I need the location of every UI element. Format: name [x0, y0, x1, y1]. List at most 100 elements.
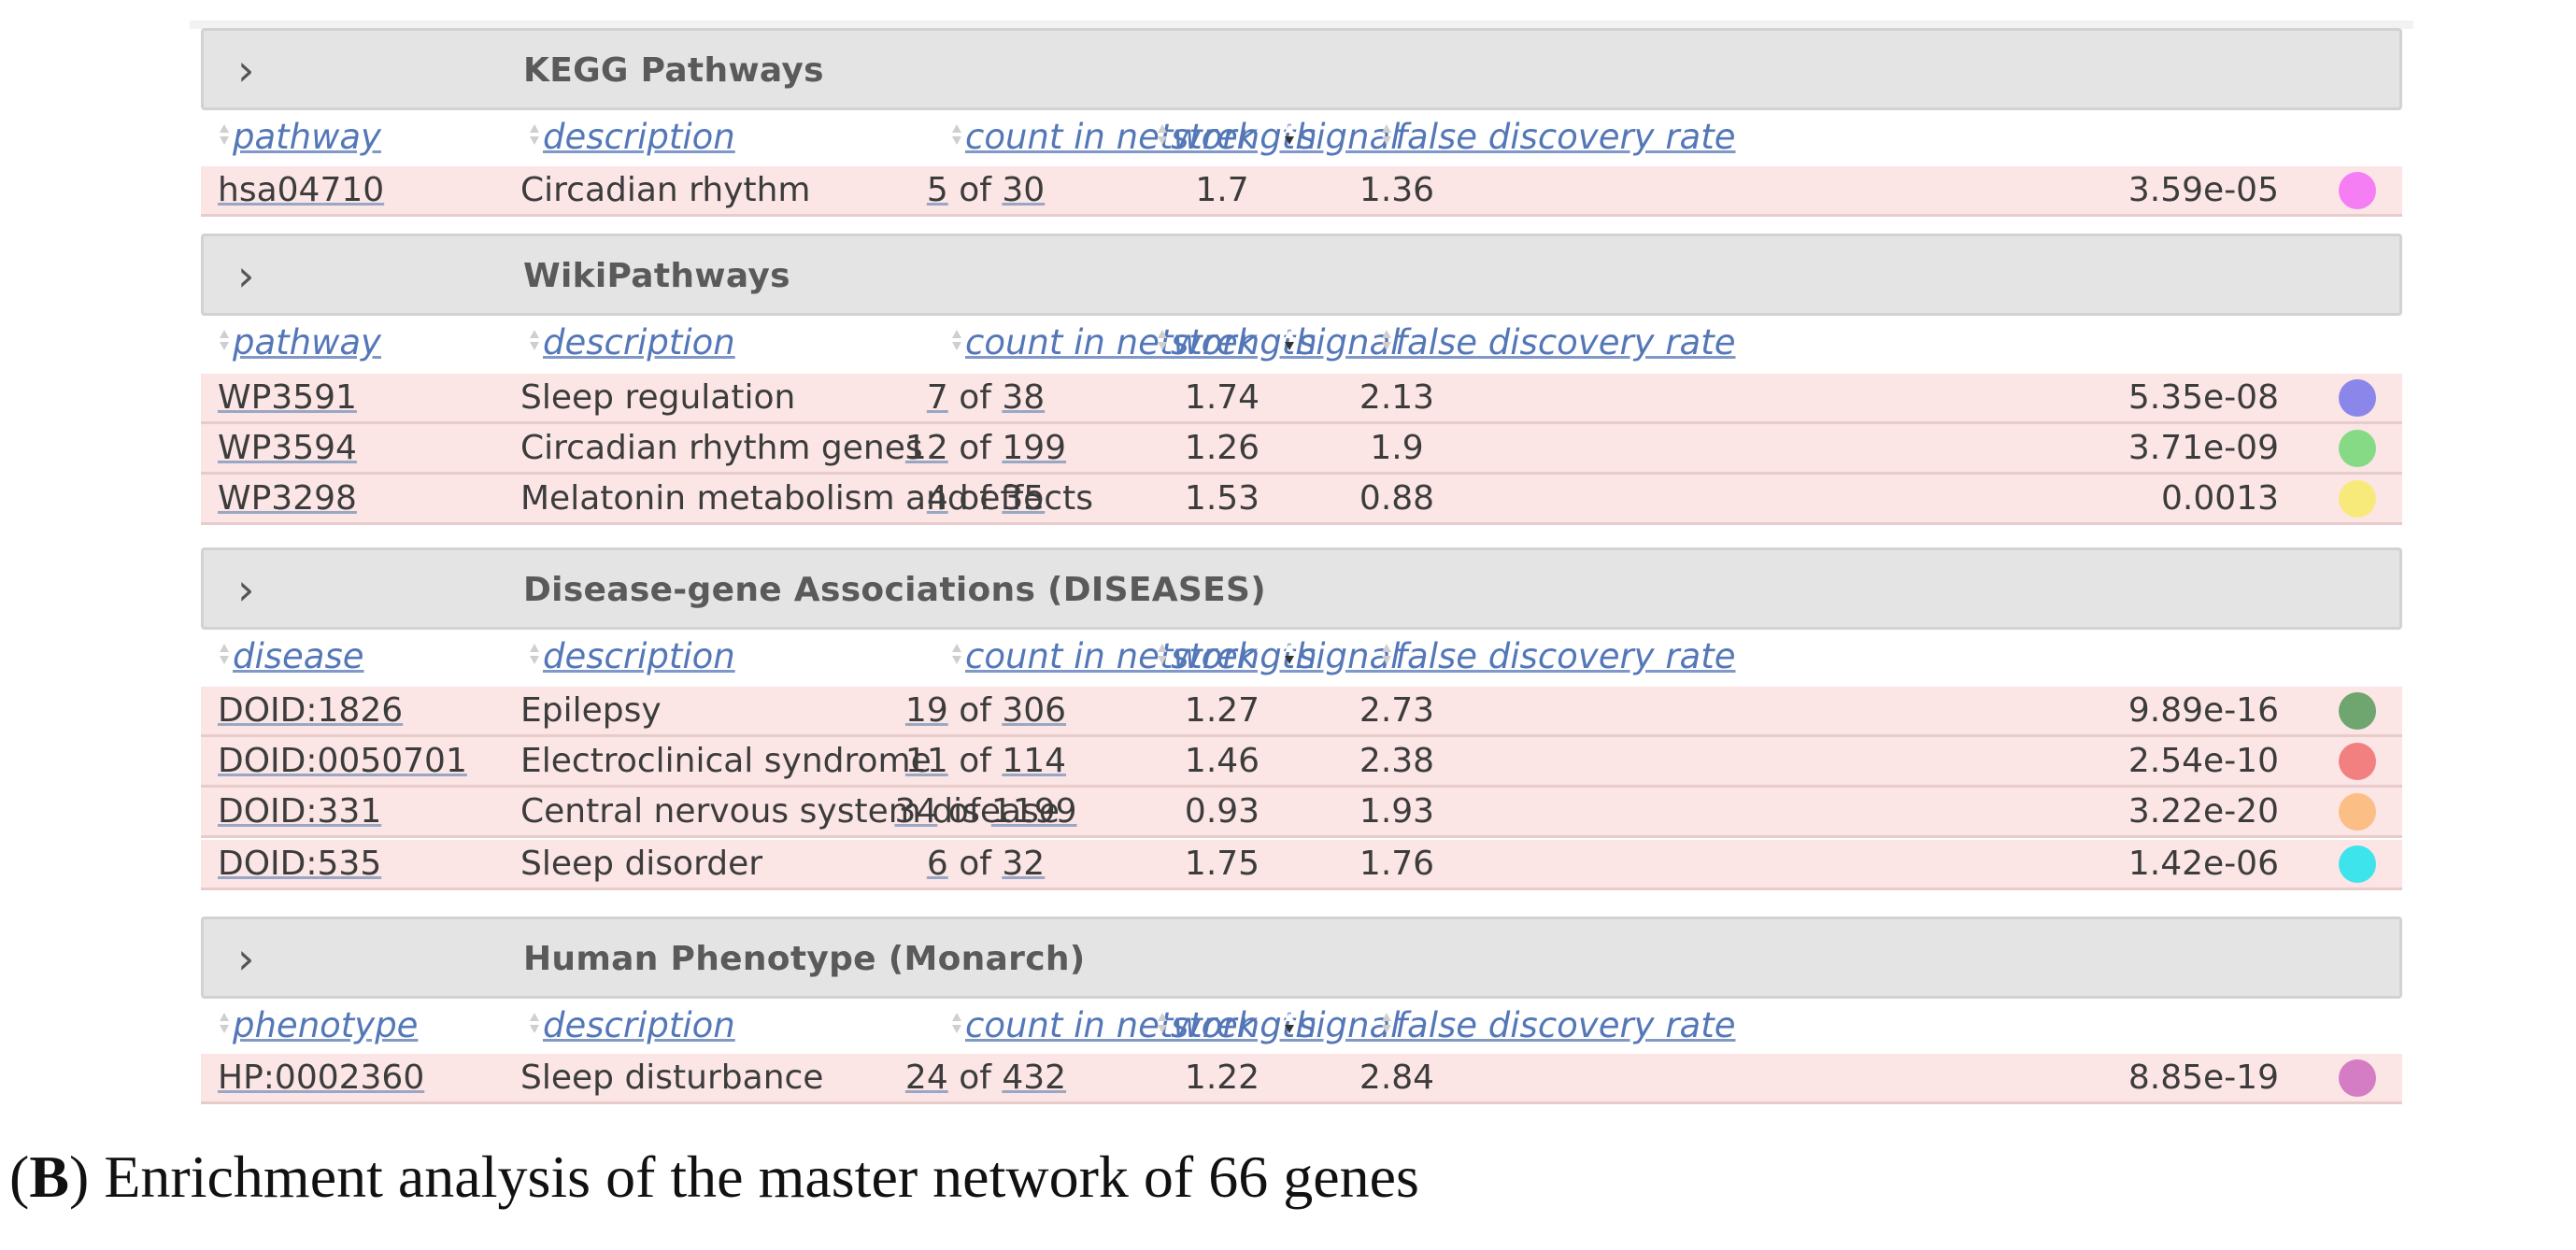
sort-up-icon — [1158, 644, 1167, 652]
term-id-link[interactable]: HP:0002360 — [218, 1058, 425, 1097]
sort-signal-icon[interactable] — [1285, 328, 1294, 354]
table-row[interactable]: DOID:331 Central nervous system disease 34… — [201, 788, 2402, 838]
column-header-fdr[interactable]: false discovery rate — [1395, 322, 1736, 362]
sort-id-icon[interactable] — [220, 122, 229, 149]
term-id-link[interactable]: DOID:535 — [218, 845, 382, 883]
sort-fdr-icon[interactable] — [1382, 642, 1391, 668]
sort-count-icon[interactable] — [952, 642, 961, 668]
column-header-strength[interactable]: strength — [1171, 322, 1317, 362]
term-id-link[interactable]: DOID:0050701 — [218, 742, 467, 780]
term-id-link[interactable]: WP3298 — [218, 479, 357, 518]
total-link[interactable]: 1199 — [990, 792, 1077, 831]
sort-fdr-icon[interactable] — [1382, 328, 1391, 354]
column-header-description[interactable]: description — [543, 117, 735, 157]
chevron-right-icon[interactable]: › — [237, 564, 255, 615]
sort-signal-icon[interactable] — [1285, 122, 1294, 149]
table-row[interactable]: HP:0002360 Sleep disturbance 24 of 432 1.22… — [201, 1054, 2402, 1104]
column-header-id[interactable]: pathway — [233, 322, 381, 362]
count-link[interactable]: 11 — [904, 742, 948, 780]
sort-fdr-icon[interactable] — [1382, 122, 1391, 149]
table-row[interactable]: DOID:535 Sleep disorder 6 of 32 1.75 1.76 1.4… — [201, 840, 2402, 890]
sort-strength-icon[interactable] — [1158, 1011, 1167, 1037]
sort-count-icon[interactable] — [952, 328, 961, 354]
table-row[interactable]: DOID:1826 Epilepsy 19 of 306 1.27 2.73 9.89e-… — [201, 687, 2402, 737]
count-in-network: 7 of 38 — [201, 379, 1771, 417]
sort-signal-icon[interactable] — [1285, 1011, 1294, 1037]
table-row[interactable]: WP3591 Sleep regulation 7 of 38 1.74 2.13 5.3… — [201, 374, 2402, 424]
total-link[interactable]: 38 — [1002, 378, 1046, 417]
table-row[interactable]: WP3298 Melatonin metabolism and effects 4 … — [201, 475, 2402, 525]
column-header-fdr[interactable]: false discovery rate — [1395, 117, 1736, 157]
chevron-right-icon[interactable]: › — [237, 45, 255, 95]
column-header-id[interactable]: phenotype — [233, 1005, 419, 1045]
section-title: WikiPathways — [523, 257, 790, 295]
term-id-link[interactable]: WP3591 — [218, 378, 357, 417]
term-id-link[interactable]: DOID:331 — [218, 792, 382, 831]
column-header-count[interactable]: count in network — [965, 322, 1257, 362]
term-id-link[interactable]: DOID:1826 — [218, 691, 404, 730]
count-link[interactable]: 19 — [904, 691, 948, 730]
column-header-strength[interactable]: strength — [1171, 636, 1317, 676]
column-header-strength[interactable]: strength — [1171, 117, 1317, 157]
section-header[interactable]: › Human Phenotype (Monarch) — [201, 916, 2402, 999]
sort-fdr-icon[interactable] — [1382, 1011, 1391, 1037]
count-link[interactable]: 6 — [926, 845, 948, 883]
column-header-strength[interactable]: strength — [1171, 1005, 1317, 1045]
term-id-link[interactable]: WP3594 — [218, 429, 357, 467]
sort-strength-icon[interactable] — [1158, 642, 1167, 668]
column-header-id[interactable]: pathway — [233, 117, 381, 157]
total-link[interactable]: 199 — [1002, 429, 1067, 467]
sort-description-icon[interactable] — [530, 328, 539, 354]
column-header-count[interactable]: count in network — [965, 117, 1257, 157]
section-header[interactable]: › WikiPathways — [201, 234, 2402, 316]
term-description: Epilepsy — [520, 691, 662, 730]
column-header-count[interactable]: count in network — [965, 636, 1257, 676]
column-header-id[interactable]: disease — [233, 636, 364, 676]
total-link[interactable]: 35 — [1002, 479, 1046, 518]
fdr-value: 2.54e-10 — [2128, 742, 2279, 780]
sort-id-icon[interactable] — [220, 642, 229, 668]
strength-value: 1.22 — [1184, 1058, 1260, 1097]
column-header-description[interactable]: description — [543, 636, 735, 676]
count-link[interactable]: 5 — [926, 171, 948, 209]
sort-id-icon[interactable] — [220, 328, 229, 354]
section-header[interactable]: › KEGG Pathways — [201, 28, 2402, 110]
count-link[interactable]: 24 — [904, 1058, 948, 1097]
total-link[interactable]: 432 — [1002, 1058, 1067, 1097]
count-link[interactable]: 12 — [904, 429, 948, 467]
fdr-value: 3.59e-05 — [2128, 171, 2279, 209]
total-link[interactable]: 114 — [1002, 742, 1067, 780]
sort-description-icon[interactable] — [530, 642, 539, 668]
sort-count-icon[interactable] — [952, 1011, 961, 1037]
sort-up-icon — [1285, 644, 1294, 652]
sort-strength-icon[interactable] — [1158, 122, 1167, 149]
sort-signal-icon[interactable] — [1285, 642, 1294, 668]
chevron-right-icon[interactable]: › — [237, 933, 255, 984]
sort-strength-icon[interactable] — [1158, 328, 1167, 354]
total-link[interactable]: 30 — [1002, 171, 1046, 209]
count-link[interactable]: 34 — [894, 792, 938, 831]
table-row[interactable]: DOID:0050701 Electroclinical syndrome 11 o… — [201, 737, 2402, 788]
sort-description-icon[interactable] — [530, 1011, 539, 1037]
count-link[interactable]: 7 — [926, 378, 948, 417]
column-header-fdr[interactable]: false discovery rate — [1395, 636, 1736, 676]
count-of: of — [959, 479, 991, 518]
sort-id-icon[interactable] — [220, 1011, 229, 1037]
total-link[interactable]: 306 — [1002, 691, 1067, 730]
sort-count-icon[interactable] — [952, 122, 961, 149]
signal-value: 2.84 — [1359, 1058, 1435, 1097]
sort-description-icon[interactable] — [530, 122, 539, 149]
count-in-network: 34 of 1199 — [201, 793, 1771, 831]
count-link[interactable]: 4 — [926, 479, 948, 518]
table-row[interactable]: hsa04710 Circadian rhythm 5 of 30 1.7 1.36 3.… — [201, 166, 2402, 217]
table-row[interactable]: WP3594 Circadian rhythm genes 12 of 199 1.2… — [201, 424, 2402, 475]
fdr-value: 0.0013 — [2161, 479, 2279, 518]
section-header[interactable]: › Disease-gene Associations (DISEASES) — [201, 547, 2402, 630]
column-header-count[interactable]: count in network — [965, 1005, 1257, 1045]
term-id-link[interactable]: hsa04710 — [218, 171, 385, 209]
total-link[interactable]: 32 — [1002, 845, 1046, 883]
chevron-right-icon[interactable]: › — [237, 250, 255, 301]
column-header-fdr[interactable]: false discovery rate — [1395, 1005, 1736, 1045]
column-header-description[interactable]: description — [543, 1005, 735, 1045]
column-header-description[interactable]: description — [543, 322, 735, 362]
